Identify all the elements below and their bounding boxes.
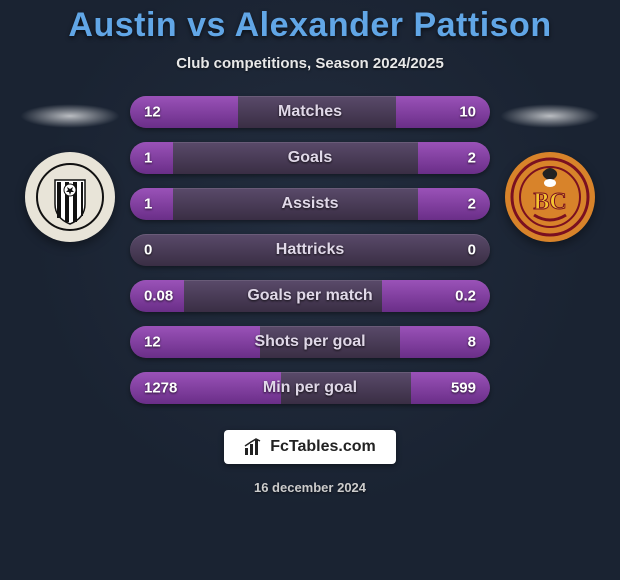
stat-bar: 1 2 Assists: [130, 188, 490, 220]
stat-value-left: 12: [144, 104, 161, 121]
stat-bar: 0 0 Hattricks: [130, 234, 490, 266]
stat-value-left: 1: [144, 196, 152, 213]
stat-value-left: 1278: [144, 380, 177, 397]
stat-bar: 1278 599 Min per goal: [130, 372, 490, 404]
svg-text:BC: BC: [533, 189, 566, 215]
bradford-city-crest-icon: BC: [510, 157, 590, 237]
left-highlight: [20, 104, 120, 128]
stat-value-right: 0.2: [455, 288, 476, 305]
stat-value-right: 10: [459, 104, 476, 121]
stat-value-right: 8: [468, 334, 476, 351]
brand-text: FcTables.com: [270, 438, 376, 456]
stat-label: Hattricks: [276, 241, 344, 259]
stat-label: Matches: [278, 103, 342, 121]
stat-bar: 0.08 0.2 Goals per match: [130, 280, 490, 312]
stat-bar: 12 10 Matches: [130, 96, 490, 128]
notts-county-crest-icon: [35, 162, 105, 232]
left-side: [10, 96, 130, 242]
left-club-crest: [25, 152, 115, 242]
stat-label: Goals: [288, 149, 332, 167]
right-side: BC: [490, 96, 610, 242]
bar-fill-right: [418, 188, 490, 220]
stat-label: Min per goal: [263, 379, 357, 397]
page-title: Austin vs Alexander Pattison: [68, 6, 551, 45]
stat-value-left: 0.08: [144, 288, 173, 305]
stat-label: Goals per match: [247, 287, 372, 305]
stat-value-left: 1: [144, 150, 152, 167]
brand-chart-icon: [244, 438, 264, 456]
stat-value-right: 2: [468, 150, 476, 167]
comparison-row: 1210Matches12Goals12Assists00Hattricks0.…: [0, 96, 620, 404]
stat-value-left: 0: [144, 242, 152, 259]
stat-value-right: 0: [468, 242, 476, 259]
bar-fill-right: [400, 326, 490, 358]
right-club-crest: BC: [505, 152, 595, 242]
subtitle: Club competitions, Season 2024/2025: [176, 55, 444, 72]
stat-value-right: 2: [468, 196, 476, 213]
stat-value-left: 12: [144, 334, 161, 351]
stat-bars: 1210Matches12Goals12Assists00Hattricks0.…: [130, 96, 490, 404]
stat-label: Shots per goal: [254, 333, 365, 351]
bar-fill-right: [418, 142, 490, 174]
brand-box: FcTables.com: [224, 430, 396, 464]
right-highlight: [500, 104, 600, 128]
stat-bar: 12 8 Shots per goal: [130, 326, 490, 358]
stat-bar: 1 2 Goals: [130, 142, 490, 174]
stat-value-right: 599: [451, 380, 476, 397]
date-text: 16 december 2024: [254, 480, 366, 495]
stat-label: Assists: [282, 195, 339, 213]
